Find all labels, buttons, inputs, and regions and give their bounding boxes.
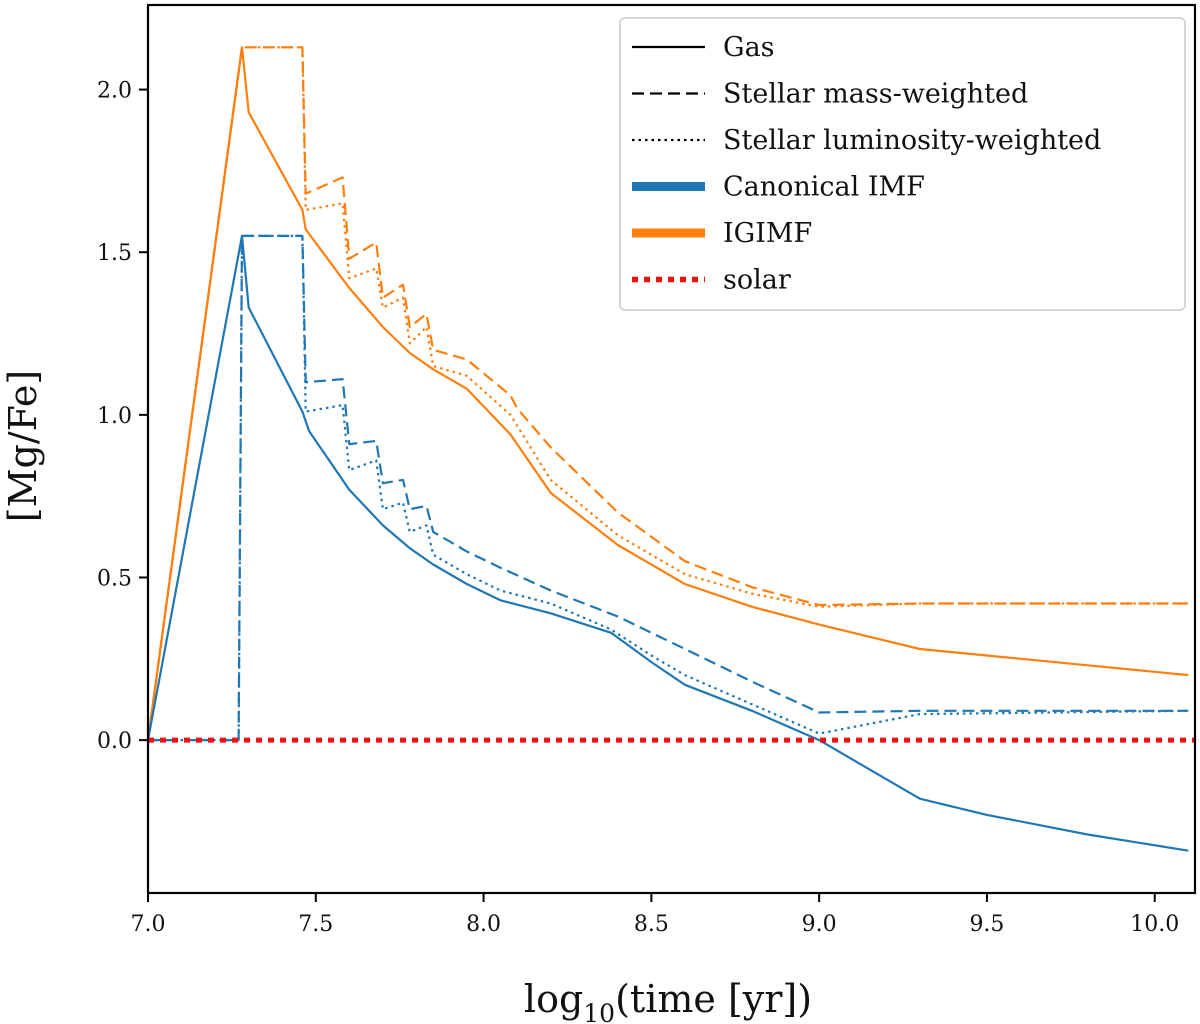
series-line-canonical-imf-gas [148,234,1189,852]
series-layer [148,46,1195,852]
legend-label: Stellar mass-weighted [723,79,1028,110]
x-tick-label: 8.0 [466,912,501,937]
y-tick-label: 1.0 [97,404,132,429]
y-axis-label: [Mg/Fe] [1,370,45,522]
y-tick-label: 0.0 [97,729,132,754]
legend-label: Canonical IMF [723,172,925,203]
legend-label: Stellar luminosity-weighted [723,125,1101,156]
x-tick-label: 9.0 [802,912,837,937]
series-line-igimf-stellar-mass-weighted [148,46,1189,741]
axes-frame [146,3,1197,895]
y-tick-label: 1.5 [97,241,132,266]
series-line-canonical-imf-stellar-luminosity-weighted [148,234,1189,742]
x-tick-label: 10.0 [1130,912,1179,937]
series-line-igimf-stellar-luminosity-weighted [148,46,1189,741]
legend-box [619,17,1186,311]
x-tick-label: 9.5 [969,912,1004,937]
x-axis-label: log10(time [yr]) [524,977,812,1024]
y-tick-label: 0.5 [97,566,132,591]
x-tick-label: 7.5 [298,912,333,937]
y-tick-label: 2.0 [97,79,132,104]
legend-label: solar [723,265,791,296]
x-tick-label: 8.5 [634,912,669,937]
axes: 7.0 7.5 8.0 8.5 9.0 9.5 10.0 0.0 0.5 1.0 1.5 2.0 [97,3,1197,937]
series-line-igimf-gas [148,46,1189,741]
x-tick-label: 7.0 [131,912,166,937]
legend: Gas Stellar mass-weighted Stellar luminosi… [619,17,1186,311]
legend-label: Gas [723,32,775,63]
legend-label: IGIMF [723,218,812,249]
